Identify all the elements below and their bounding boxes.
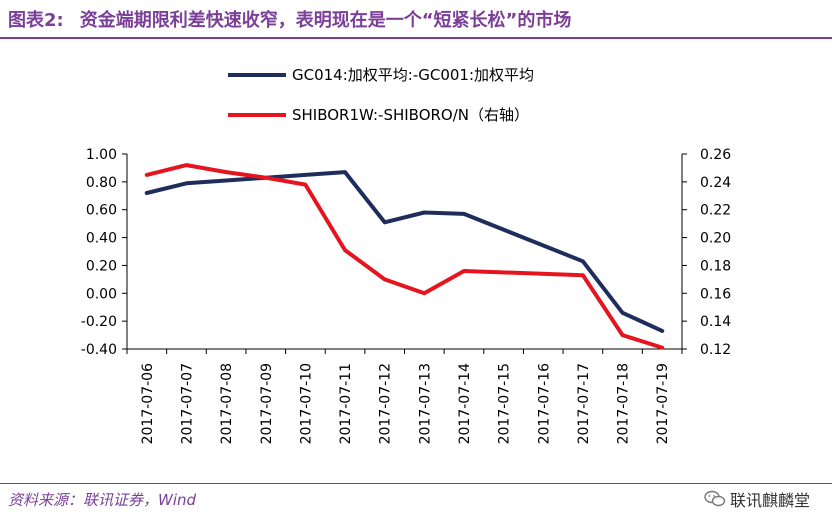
- data-point-right-12: [621, 333, 624, 337]
- x-tick-label: 2017-07-08: [219, 363, 235, 444]
- data-point-right-7: [422, 291, 426, 295]
- data-point-left-13: [660, 329, 664, 333]
- x-tick-label: 2017-07-09: [259, 363, 275, 444]
- right-tick-label: 0.18: [700, 258, 731, 274]
- left-tick-label: 0.80: [86, 175, 117, 191]
- wechat-icon: [704, 490, 726, 507]
- figure-title: 资金端期限利差快速收窄，表明现在是一个“短紧长松”的市场: [79, 10, 572, 31]
- x-tick-label: 2017-07-12: [378, 363, 394, 444]
- left-tick-label: -0.40: [81, 342, 117, 358]
- right-tick-label: 0.24: [700, 175, 731, 191]
- figure-number: 图表2:: [8, 10, 64, 31]
- right-tick-label: 0.20: [700, 231, 731, 247]
- watermark: 联讯麒麟堂: [704, 487, 810, 511]
- chart-title: 图表2: 资金端期限利差快速收窄，表明现在是一个“短紧长松”的市场: [8, 6, 571, 32]
- series-line-right: [144, 163, 665, 350]
- data-point-right-11: [581, 273, 585, 277]
- x-tick-label: 2017-07-19: [655, 363, 671, 444]
- data-point-right-3: [264, 176, 268, 180]
- x-tick-label: 2017-07-17: [576, 363, 592, 444]
- data-point-right-4: [303, 183, 307, 187]
- legend-label-right: SHIBOR1W:-SHIBORO/N（右轴）: [292, 106, 529, 124]
- data-point-left-11: [581, 259, 585, 263]
- data-point-right-5: [343, 248, 347, 252]
- axes: 1.00 0.80 0.60 0.40 0.20 0.00 -0.20 -0.40 0.26 0.…: [81, 147, 731, 444]
- right-tick-label: 0.14: [700, 314, 731, 330]
- left-tick-label: 0.00: [86, 286, 117, 302]
- left-tick-label: 0.20: [86, 258, 117, 274]
- data-point-left-8: [462, 212, 466, 216]
- legend: GC014:加权平均:-GC001:加权平均 SHIBOR1W:-SHIBORO…: [228, 66, 534, 124]
- x-tick-label: 2017-07-18: [616, 363, 632, 444]
- data-point-left-0: [145, 191, 149, 195]
- right-tick-label: 0.16: [700, 286, 731, 302]
- data-point-right-1: [185, 163, 188, 167]
- data-point-left-7: [422, 211, 426, 214]
- left-tick-label: 1.00: [86, 147, 117, 163]
- data-point-left-6: [383, 220, 387, 224]
- data-point-left-5: [343, 170, 347, 174]
- footer-divider: [0, 483, 832, 484]
- data-point-right-2: [224, 170, 228, 174]
- series-layer: [144, 163, 665, 350]
- data-point-left-2: [224, 179, 228, 182]
- data-point-right-0: [145, 173, 149, 177]
- right-tick-label: 0.26: [700, 147, 731, 163]
- data-point-left-4: [303, 173, 307, 177]
- left-tick-label: 0.60: [86, 203, 117, 219]
- x-tick-label: 2017-07-14: [457, 363, 473, 444]
- x-tick-label: 2017-07-07: [179, 363, 195, 444]
- data-point-right-8: [462, 269, 466, 273]
- line-chart: GC014:加权平均:-GC001:加权平均 SHIBOR1W:-SHIBORO…: [81, 66, 731, 444]
- data-point-left-1: [185, 181, 188, 185]
- x-tick-label: 2017-07-10: [298, 363, 314, 444]
- legend-label-left: GC014:加权平均:-GC001:加权平均: [292, 66, 534, 84]
- data-point-right-13: [660, 346, 664, 350]
- right-tick-label: 0.22: [700, 203, 731, 219]
- left-tick-label: 0.40: [86, 231, 117, 247]
- title-divider: [0, 37, 832, 39]
- series-line-left: [144, 170, 665, 333]
- watermark-text: 联讯麒麟堂: [729, 491, 810, 510]
- x-tick-label: 2017-07-11: [338, 363, 354, 444]
- right-tick-label: 0.12: [700, 342, 731, 358]
- left-tick-label: -0.20: [81, 314, 117, 330]
- x-tick-label: 2017-07-06: [140, 363, 156, 444]
- source-note: 资料来源：联讯证券，Wind: [8, 491, 197, 509]
- x-tick-label: 2017-07-16: [536, 363, 552, 444]
- data-point-left-12: [621, 311, 624, 315]
- x-tick-label: 2017-07-13: [417, 363, 433, 444]
- data-point-right-6: [383, 277, 387, 281]
- x-tick-label: 2017-07-15: [497, 363, 513, 444]
